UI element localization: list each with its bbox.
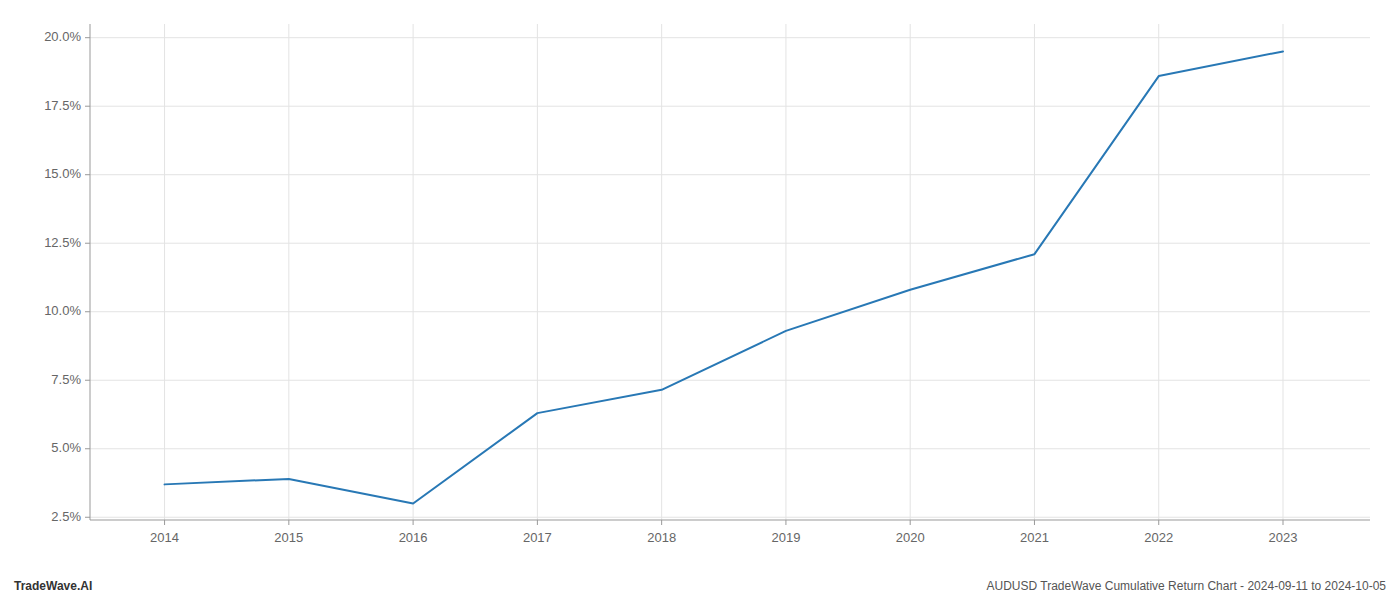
x-grid-line — [661, 24, 662, 520]
y-grid-line — [90, 37, 1370, 38]
x-grid-line — [1158, 24, 1159, 520]
x-tick — [661, 520, 662, 525]
x-grid-line — [164, 24, 165, 520]
x-grid-line — [910, 24, 911, 520]
y-tick — [85, 106, 90, 107]
plot-area — [165, 51, 1283, 503]
x-tick — [785, 520, 786, 525]
y-tick-label: 20.0% — [44, 29, 81, 44]
x-tick-label: 2018 — [647, 530, 676, 545]
y-tick — [85, 517, 90, 518]
x-tick-label: 2015 — [274, 530, 303, 545]
y-grid-line — [90, 174, 1370, 175]
x-tick — [1034, 520, 1035, 525]
x-grid-line — [1034, 24, 1035, 520]
x-grid-line — [785, 24, 786, 520]
y-axis-line — [90, 24, 91, 520]
x-tick — [910, 520, 911, 525]
chart-container: 2.5% 5.0% 7.5% 10.0% 12.5% 15.0% 17.5% 20.0% 201… — [0, 0, 1400, 600]
y-tick — [85, 311, 90, 312]
y-grid-line — [90, 448, 1370, 449]
x-tick-label: 2014 — [150, 530, 179, 545]
y-tick-label: 2.5% — [51, 509, 81, 524]
x-tick — [164, 520, 165, 525]
y-tick — [85, 380, 90, 381]
y-grid-line — [90, 311, 1370, 312]
data-line — [165, 51, 1283, 503]
x-tick — [1283, 520, 1284, 525]
y-tick-label: 12.5% — [44, 235, 81, 250]
y-tick-label: 5.0% — [51, 440, 81, 455]
x-tick-label: 2017 — [523, 530, 552, 545]
y-tick — [85, 174, 90, 175]
x-tick — [1158, 520, 1159, 525]
x-tick-label: 2021 — [1020, 530, 1049, 545]
x-axis-line — [90, 520, 1370, 521]
y-grid-line — [90, 380, 1370, 381]
axes: 2.5% 5.0% 7.5% 10.0% 12.5% 15.0% 17.5% 20.0% 201… — [44, 24, 1370, 545]
chart-svg: 2.5% 5.0% 7.5% 10.0% 12.5% 15.0% 17.5% 20.0% 201… — [0, 0, 1400, 600]
x-tick-label: 2020 — [896, 530, 925, 545]
y-grid-line — [90, 106, 1370, 107]
footer-left: TradeWave.AI — [14, 579, 92, 593]
y-tick — [85, 448, 90, 449]
footer-right: AUDUSD TradeWave Cumulative Return Chart… — [986, 579, 1386, 593]
background — [0, 0, 1400, 600]
y-tick — [85, 243, 90, 244]
x-grid-line — [1283, 24, 1284, 520]
x-grid-line — [413, 24, 414, 520]
x-tick — [413, 520, 414, 525]
grid — [90, 24, 1370, 520]
y-grid-line — [90, 517, 1370, 518]
x-grid-line — [537, 24, 538, 520]
y-tick-label: 10.0% — [44, 303, 81, 318]
x-grid-line — [288, 24, 289, 520]
y-tick-label: 17.5% — [44, 98, 81, 113]
y-tick — [85, 37, 90, 38]
x-tick-label: 2016 — [399, 530, 428, 545]
y-tick-label: 7.5% — [51, 372, 81, 387]
x-tick-label: 2019 — [771, 530, 800, 545]
x-tick-label: 2023 — [1269, 530, 1298, 545]
y-tick-label: 15.0% — [44, 166, 81, 181]
y-grid-line — [90, 243, 1370, 244]
x-tick — [537, 520, 538, 525]
x-tick-label: 2022 — [1144, 530, 1173, 545]
x-tick — [288, 520, 289, 525]
